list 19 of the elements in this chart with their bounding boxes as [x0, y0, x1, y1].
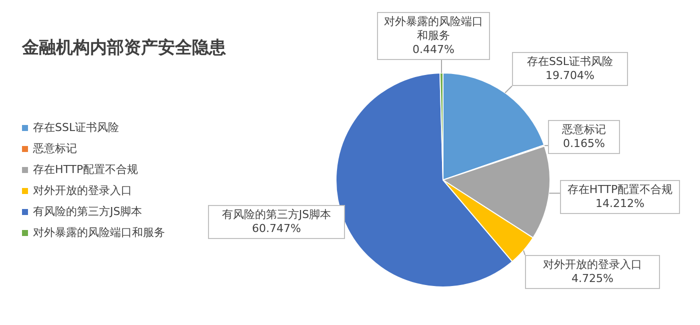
slice-label: 存在HTTP配置不合规 — [566, 183, 674, 197]
data-label: 0.165% — [562, 137, 606, 151]
slice-label: 对外开放的登录入口 — [542, 258, 643, 272]
legend-label: 对外开放的登录入口 — [33, 184, 132, 197]
text: 金融机构内部资产安全隐患 — [22, 37, 226, 59]
legend-label: 存在SSL证书风险 — [33, 121, 120, 134]
data-label: 19.704% — [544, 69, 596, 83]
slice-label: 恶意标记 — [561, 123, 607, 137]
data-label: 60.747% — [251, 222, 302, 236]
legend-label: 恶意标记 — [33, 142, 77, 155]
slice-label: 对外暴露的风险端口和服务 — [383, 15, 484, 43]
legend-label: 对外暴露的风险端口和服务 — [33, 226, 165, 239]
data-label: 4.725% — [570, 272, 614, 286]
legend-label: 存在HTTP配置不合规 — [33, 163, 138, 176]
legend-label: 有风险的第三方JS脚本 — [33, 205, 142, 218]
slice-label: 存在SSL证书风险 — [526, 55, 614, 69]
slice-label: 有风险的第三方JS脚本 — [220, 208, 332, 222]
data-label: 14.212% — [594, 197, 646, 211]
data-label: 0.447% — [412, 43, 456, 57]
